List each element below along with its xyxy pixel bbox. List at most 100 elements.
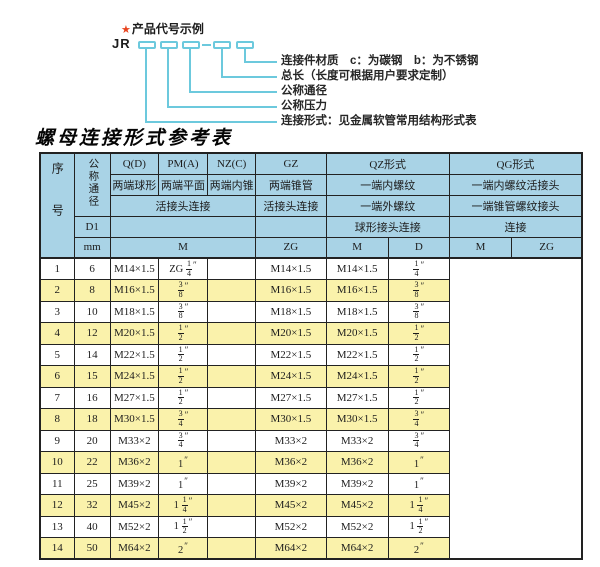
cell-qg-m: M20×1.5 (325, 322, 389, 345)
cell-gz-zg: ZG 1 4 ″ (157, 257, 209, 280)
cell-dn-mm: 16 (73, 386, 111, 409)
cell-dn-mm: 10 (73, 300, 111, 323)
cell-qg-zg: 1 2 ″ (387, 322, 450, 345)
column-header-dn: 公称通径 (73, 152, 111, 217)
cell-qz-d: M45×2 (255, 494, 327, 517)
table-row: 10 22 M36×2 1″ M36×2 M36×2 1″ (39, 451, 582, 474)
table-header: 序号 公称通径 Q(D) PM(A) NZ(C) GZ QZ形式 QG形式 两端… (39, 152, 583, 259)
cell-gz-zg: 2″ (157, 537, 209, 560)
diagram-heading-text: 产品代号示例 (131, 22, 204, 36)
cell-dn-mm: 15 (73, 365, 111, 388)
product-code-prefix: JR (112, 36, 131, 51)
cell-gz-zg: 1 2 ″ (157, 386, 209, 409)
cell-qz-m (207, 322, 257, 345)
cell-gz-zg: 3 4 ″ (157, 429, 209, 452)
cell-qz-d: M64×2 (255, 537, 327, 560)
cell-qg-m: M18×1.5 (325, 300, 389, 323)
cell-m: M36×2 (109, 451, 159, 474)
cell-gz-zg: 1 1 4 ″ (157, 494, 209, 517)
unit-header-qg-m: M (448, 236, 513, 259)
cell-dn-mm: 6 (73, 257, 111, 280)
subheader-qz-ball: 球形接头连接 (325, 215, 450, 238)
diagram-label-material: 连接件材质 c：为碳钢 b：为不锈钢 (281, 55, 479, 67)
code-box-4 (213, 41, 231, 49)
cell-qg-m: M52×2 (325, 515, 389, 538)
cell-m: M16×1.5 (109, 279, 159, 302)
table-row: 9 20 M33×2 3 4 ″ M33×2 M33×2 3 4 ″ (39, 429, 582, 452)
cell-qz-d: M39×2 (255, 472, 327, 495)
table-row: 6 15 M24×1.5 1 2 ″ M24×1.5 M24×1.5 1 2 ″ (39, 365, 582, 388)
cell-dn-mm: 14 (73, 343, 111, 366)
cell-no: 6 (39, 365, 75, 388)
cell-dn-mm: 25 (73, 472, 111, 495)
cell-gz-zg: 1″ (157, 472, 209, 495)
leader-line (167, 49, 169, 107)
nut-connection-table: 序号 公称通径 Q(D) PM(A) NZ(C) GZ QZ形式 QG形式 两端… (39, 152, 583, 560)
cell-qz-m (207, 343, 257, 366)
cell-m: M18×1.5 (109, 300, 159, 323)
unit-header-qz-d: D (387, 236, 450, 259)
table-row: 4 12 M20×1.5 1 2 ″ M20×1.5 M20×1.5 1 2 ″ (39, 322, 582, 345)
cell-qz-m (207, 451, 257, 474)
cell-m: M33×2 (109, 429, 159, 452)
cell-no: 14 (39, 537, 75, 560)
code-box-2 (160, 41, 178, 49)
leader-line (189, 91, 277, 93)
column-header-qz: QZ形式 (325, 152, 450, 175)
subheader-d1: D1 (73, 215, 111, 238)
unit-header-gz-zg: ZG (255, 236, 327, 259)
cell-qg-m: M45×2 (325, 494, 389, 517)
cell-qg-zg: 1″ (387, 472, 450, 495)
cell-qg-m: M36×2 (325, 451, 389, 474)
cell-gz-zg: 1 2 ″ (157, 322, 209, 345)
leader-line (145, 49, 147, 122)
code-box-3 (182, 41, 200, 49)
cell-gz-zg: 3 8 ″ (157, 279, 209, 302)
subheader-qg-connect: 连接 (448, 215, 583, 238)
cell-dn-mm: 12 (73, 322, 111, 345)
cell-qg-zg: 2″ (387, 537, 450, 560)
cell-m: M14×1.5 (109, 257, 159, 280)
cell-gz-zg: 1 1 2 ″ (157, 515, 209, 538)
cell-m: M52×2 (109, 515, 159, 538)
cell-qg-m: M16×1.5 (325, 279, 389, 302)
cell-gz-zg: 3 4 ″ (157, 408, 209, 431)
cell-no: 9 (39, 429, 75, 452)
cell-qz-d: M30×1.5 (255, 408, 327, 431)
cell-qg-m: M22×1.5 (325, 343, 389, 366)
diagram-label-length: 总长（长度可根据用户要求定制） (281, 70, 454, 82)
leader-line (145, 121, 277, 123)
cell-gz-zg: 1 2 ″ (157, 343, 209, 366)
cell-qz-d: M33×2 (255, 429, 327, 452)
cell-dn-mm: 18 (73, 408, 111, 431)
cell-no: 10 (39, 451, 75, 474)
cell-qg-zg: 1″ (387, 451, 450, 474)
cell-qg-zg: 1 1 4 ″ (387, 494, 450, 517)
table-row: 3 10 M18×1.5 3 8 ″ M18×1.5 M18×1.5 3 8 ″ (39, 300, 582, 323)
cell-qg-m: M24×1.5 (325, 365, 389, 388)
cell-qg-m: M30×1.5 (325, 408, 389, 431)
cell-qz-m (207, 279, 257, 302)
code-box-1 (138, 41, 156, 49)
cell-m: M64×2 (109, 537, 159, 560)
unit-header-qg-zg: ZG (511, 236, 583, 259)
subheader-q: 两端球形 (109, 173, 159, 196)
cell-no: 4 (39, 322, 75, 345)
cell-qz-m (207, 494, 257, 517)
table-row: 11 25 M39×2 1″ M39×2 M39×2 1″ (39, 472, 582, 495)
cell-qz-m (207, 257, 257, 280)
table-row: 12 32 M45×2 1 1 4 ″ M45×2 M45×2 1 1 4 ″ (39, 494, 582, 517)
subheader-union-left: 活接头连接 (109, 194, 257, 217)
cell-no: 3 (39, 300, 75, 323)
cell-m: M27×1.5 (109, 386, 159, 409)
cell-dn-mm: 40 (73, 515, 111, 538)
code-dash (202, 44, 211, 46)
code-box-5 (236, 41, 254, 49)
cell-qg-zg: 3 4 ″ (387, 429, 450, 452)
cell-no: 11 (39, 472, 75, 495)
cell-qg-zg: 1 2 ″ (387, 343, 450, 366)
subheader-qg: 一端内螺纹活接头 (448, 173, 583, 196)
cell-qz-d: M27×1.5 (255, 386, 327, 409)
cell-qz-d: M36×2 (255, 451, 327, 474)
cell-gz-zg: 3 8 ″ (157, 300, 209, 323)
